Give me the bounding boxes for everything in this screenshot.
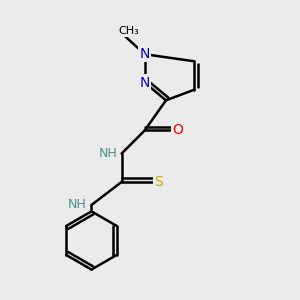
- Text: N: N: [140, 47, 150, 61]
- Text: NH: NH: [99, 147, 117, 160]
- Text: S: S: [154, 175, 163, 189]
- Text: O: O: [172, 124, 183, 137]
- Text: NH: NH: [68, 199, 86, 212]
- Text: N: N: [140, 76, 150, 90]
- Text: CH₃: CH₃: [118, 26, 139, 36]
